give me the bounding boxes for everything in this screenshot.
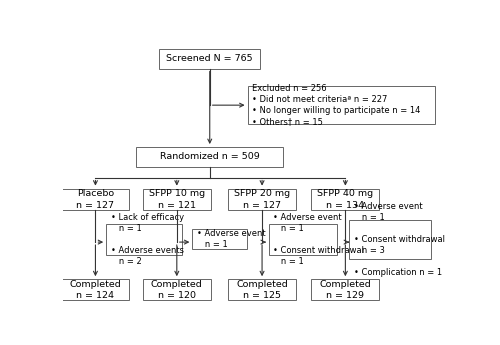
FancyBboxPatch shape: [349, 220, 430, 258]
FancyBboxPatch shape: [160, 49, 260, 69]
FancyBboxPatch shape: [312, 279, 380, 300]
Text: • Adverse event
   n = 1

• Consent withdrawal
   n = 1: • Adverse event n = 1 • Consent withdraw…: [274, 213, 364, 266]
FancyBboxPatch shape: [106, 224, 182, 255]
FancyBboxPatch shape: [228, 189, 296, 210]
Text: Screened N = 765: Screened N = 765: [166, 54, 253, 63]
FancyBboxPatch shape: [143, 189, 210, 210]
FancyBboxPatch shape: [143, 279, 210, 300]
Text: Completed
n = 120: Completed n = 120: [151, 280, 203, 300]
Text: SFPP 20 mg
n = 127: SFPP 20 mg n = 127: [234, 189, 290, 209]
Text: Completed
n = 125: Completed n = 125: [236, 280, 288, 300]
Text: SFPP 10 mg
n = 121: SFPP 10 mg n = 121: [149, 189, 205, 209]
FancyBboxPatch shape: [192, 229, 246, 249]
FancyBboxPatch shape: [228, 279, 296, 300]
Text: • Adverse event
   n = 1: • Adverse event n = 1: [197, 229, 266, 249]
FancyBboxPatch shape: [269, 224, 336, 255]
FancyBboxPatch shape: [312, 189, 380, 210]
Text: • Lack of efficacy
   n = 1

• Adverse events
   n = 2: • Lack of efficacy n = 1 • Adverse event…: [110, 213, 184, 266]
Text: Placebo
n = 127: Placebo n = 127: [76, 189, 114, 209]
Text: Completed
n = 124: Completed n = 124: [70, 280, 122, 300]
FancyBboxPatch shape: [136, 147, 284, 167]
Text: SFPP 40 mg
n = 134: SFPP 40 mg n = 134: [318, 189, 374, 209]
Text: • Adverse event
   n = 1

• Consent withdrawal
   n = 3

• Complication n = 1: • Adverse event n = 1 • Consent withdraw…: [354, 201, 445, 277]
FancyBboxPatch shape: [62, 189, 130, 210]
Text: Excluded n = 256
• Did not meet criteriaª n = 227
• No longer willing to partici: Excluded n = 256 • Did not meet criteria…: [252, 84, 420, 126]
FancyBboxPatch shape: [248, 86, 436, 125]
Text: Randomized n = 509: Randomized n = 509: [160, 152, 260, 161]
Text: Completed
n = 129: Completed n = 129: [320, 280, 371, 300]
FancyBboxPatch shape: [62, 279, 130, 300]
